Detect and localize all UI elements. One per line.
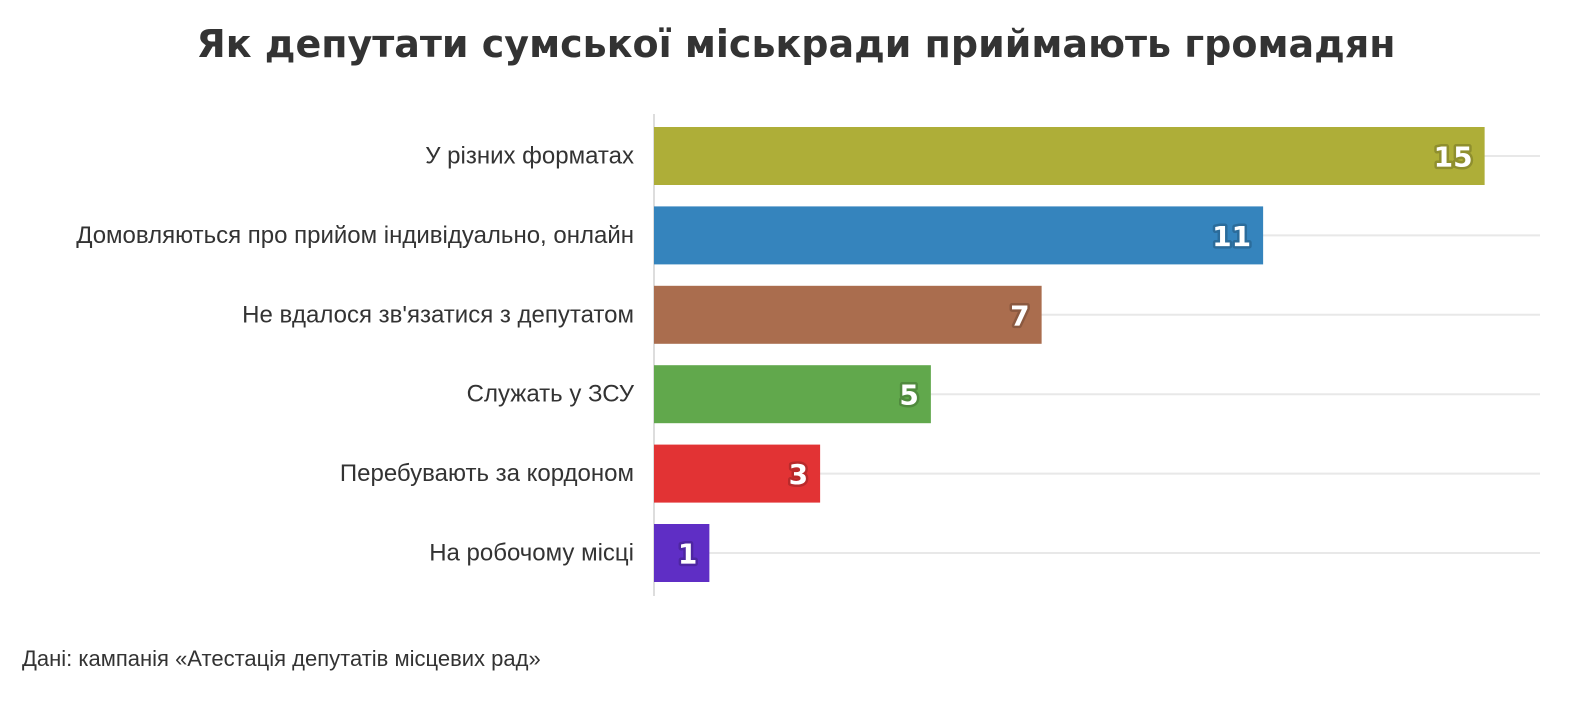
bar — [654, 444, 821, 503]
bar — [654, 206, 1264, 265]
bar — [654, 127, 1485, 185]
value-label: 11 — [1212, 220, 1251, 253]
value-label: 1 — [678, 538, 697, 571]
value-label: 15 — [1434, 141, 1473, 174]
category-label: Не вдалося зв'язатися з депутатом — [242, 301, 634, 328]
bar — [654, 524, 710, 582]
bar — [654, 285, 1042, 344]
category-labels: У різних форматах Домовляються про прийом… — [76, 143, 635, 567]
chart-title: Як депутати сумської міськради приймають… — [196, 22, 1396, 66]
value-label: 3 — [789, 458, 808, 491]
bars — [654, 127, 1485, 582]
category-label: На робочому місці — [429, 540, 634, 567]
category-label: Перебувають за кордоном — [340, 460, 634, 487]
value-labels: 15 11 7 5 3 1 — [675, 138, 1475, 573]
bar — [654, 365, 931, 424]
category-label: Служать у ЗСУ — [467, 381, 635, 408]
source-note: Дані: кампанія «Атестація депутатів місц… — [22, 646, 541, 671]
category-label: У різних форматах — [425, 143, 634, 170]
value-label: 7 — [1010, 299, 1029, 332]
category-label: Домовляються про прийом індивідуально, о… — [76, 222, 634, 249]
value-label: 5 — [899, 379, 918, 412]
